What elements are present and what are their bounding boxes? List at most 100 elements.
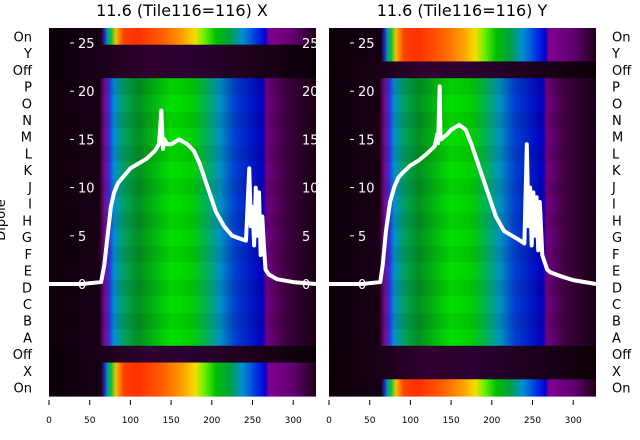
series-line (329, 84, 597, 286)
row-label-left: C (23, 298, 32, 313)
heatmap-row-off (49, 345, 316, 364)
x-tick-label: 100 (122, 416, 139, 426)
row-label-left: L (25, 147, 33, 162)
heatmap-row-m (329, 128, 596, 146)
heatmap-row-d (329, 278, 596, 297)
y-tick-label: 20 (78, 85, 95, 100)
heatmap-row-d (49, 278, 316, 297)
heatmap-row-p (329, 78, 596, 96)
row-label-right: H (612, 214, 622, 229)
heatmap-row-n (49, 111, 316, 129)
y-tick-label: 15 (358, 133, 375, 148)
x-tick-label: 150 (443, 416, 460, 426)
y-tick-label-right: 20 (302, 85, 319, 100)
y-tick-label-right: 15 (302, 133, 319, 148)
y-tick-label-right: 5 (302, 230, 310, 245)
x-tick-label: 150 (163, 416, 180, 426)
x-tick-label: 0 (326, 416, 332, 426)
row-label-right: Off (612, 64, 632, 79)
heatmap-row-l (49, 145, 316, 163)
row-label-right: M (612, 131, 623, 146)
series-line (49, 108, 317, 286)
row-label-right: X (612, 365, 621, 380)
heatmap-row-h (49, 212, 316, 230)
row-label-right: I (612, 198, 616, 213)
x-tick-label: 50 (364, 416, 376, 426)
y-tick-label: 10 (358, 182, 375, 197)
row-label-right: Y (611, 47, 620, 62)
row-label-right: On (612, 382, 630, 397)
row-label-right: O (612, 97, 622, 112)
row-label-left: P (24, 81, 32, 96)
row-label-right: C (612, 298, 621, 313)
row-label-left: Y (23, 47, 32, 62)
y-tick-label-right: 0 (302, 278, 310, 293)
y-tick-label: 20 (358, 85, 375, 100)
row-label-right: B (612, 315, 621, 330)
row-label-left: X (23, 365, 32, 380)
x-tick-label: 100 (402, 416, 419, 426)
row-label-left: On (14, 382, 32, 397)
heatmap-row-g (329, 228, 596, 247)
heatmap-row-o (49, 94, 316, 113)
heatmap-row-b (329, 312, 596, 330)
heatmap-row-e (329, 262, 596, 280)
row-label-left: B (23, 315, 32, 330)
heatmap-row-x (329, 362, 596, 380)
y-tick-label: 5 (358, 230, 366, 245)
row-label-right: Off (612, 348, 632, 363)
row-label-right: K (612, 164, 621, 179)
y-tick-label-right: 25 (302, 37, 319, 52)
row-label-right: J (611, 181, 616, 196)
row-label-left: D (22, 281, 32, 296)
x-tick-label: 50 (84, 416, 96, 426)
y-tick-label: 25 (78, 37, 95, 52)
heatmap-row-o (329, 94, 596, 113)
row-label-right: D (612, 281, 622, 296)
heatmap-row-a (329, 329, 596, 347)
row-label-left: N (22, 114, 32, 129)
heatmap-row-k (49, 161, 316, 180)
left-panel-title: 11.6 (Tile116=116) X (96, 1, 268, 20)
x-tick-label: 200 (203, 416, 220, 426)
x-tick-label: 250 (244, 416, 261, 426)
heatmap-row-c (49, 295, 316, 313)
y-tick-label: 15 (78, 133, 95, 148)
heatmap-row-l (329, 145, 596, 163)
row-label-right: G (612, 231, 622, 246)
y-tick-label-right: 10 (302, 182, 319, 197)
row-label-left: G (22, 231, 32, 246)
y-axis-label: Dipole (0, 199, 9, 240)
heatmap-row-on (329, 379, 596, 397)
heatmap-row-x (49, 362, 316, 380)
x-tick-label: 200 (483, 416, 500, 426)
heatmap-row-n (329, 111, 596, 129)
heatmap-row-f (49, 245, 316, 263)
x-tick-label: 300 (565, 416, 582, 426)
row-label-left: I (28, 198, 32, 213)
heatmap-row-on (49, 28, 316, 46)
heatmap-row-b (49, 312, 316, 330)
heatmap-row-i (49, 195, 316, 213)
row-label-left: Off (13, 64, 33, 79)
row-label-left: Off (13, 348, 33, 363)
row-label-right: L (612, 147, 620, 162)
heatmap-row-g (49, 228, 316, 247)
row-label-right: E (612, 265, 620, 280)
heatmap-row-off (329, 345, 596, 364)
row-label-right: P (612, 81, 620, 96)
y-tick-label: 25 (358, 37, 375, 52)
heatmap-row-a (49, 329, 316, 347)
row-label-right: A (612, 331, 621, 346)
heatmap-row-e (49, 262, 316, 280)
heatmap-row-i (329, 195, 596, 213)
row-label-right: On (612, 30, 630, 45)
row-label-left: A (23, 331, 32, 346)
row-label-left: J (27, 181, 32, 196)
x-tick-label: 250 (524, 416, 541, 426)
row-label-left: F (25, 248, 32, 263)
